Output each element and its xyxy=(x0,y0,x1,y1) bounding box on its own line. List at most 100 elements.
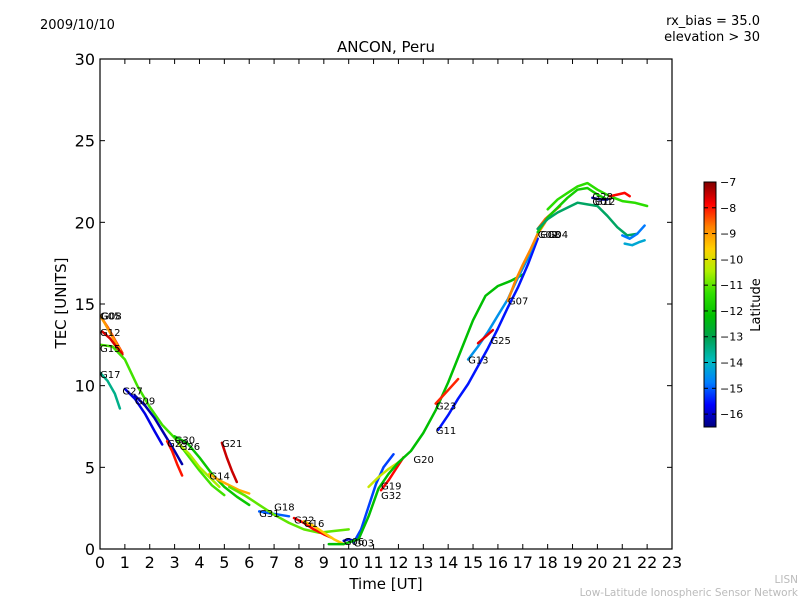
x-tick-label: 23 xyxy=(662,553,682,572)
prn-label: G15 xyxy=(100,344,120,355)
prn-label: G25 xyxy=(490,336,510,347)
y-tick-label: 15 xyxy=(75,295,95,314)
y-tick-label: 20 xyxy=(75,213,95,232)
prn-label: G05 xyxy=(100,311,120,322)
colorbar-tick-label: −12 xyxy=(720,305,743,318)
x-tick-label: 15 xyxy=(463,553,483,572)
y-tick-label: 5 xyxy=(85,458,95,477)
series-line-g16 xyxy=(302,519,345,546)
colorbar-tick-label: −14 xyxy=(720,357,743,370)
series-line-g21 xyxy=(220,441,239,484)
prn-label: G14 xyxy=(209,472,229,483)
series-line-g28 xyxy=(546,181,649,211)
series-line-g11 xyxy=(436,237,539,432)
prn-label: G03 xyxy=(354,538,374,549)
x-axis-label: Time [UT] xyxy=(349,575,423,593)
prn-label: G20 xyxy=(413,455,433,466)
y-tick-label: 30 xyxy=(75,50,95,69)
prn-label: G30 xyxy=(175,436,195,447)
series-line-g25 xyxy=(476,328,495,345)
series-line-g27 xyxy=(123,387,164,446)
prn-label: G22 xyxy=(294,516,314,527)
elevation-label: elevation > 30 xyxy=(664,30,760,45)
series-line-g33 xyxy=(623,239,646,247)
y-tick-label: 25 xyxy=(75,132,95,151)
prn-label: G02 xyxy=(538,230,558,241)
prn-label: G28 xyxy=(592,192,612,203)
x-tick-label: 14 xyxy=(438,553,458,572)
series-line-g19 xyxy=(367,461,400,489)
prn-label: G04 xyxy=(548,230,568,241)
x-tick-label: 10 xyxy=(339,553,359,572)
series-line-g04 xyxy=(536,201,639,237)
prn-label: G17 xyxy=(100,370,120,381)
x-tick-label: 19 xyxy=(562,553,582,572)
y-tick-label: 0 xyxy=(85,540,95,559)
prn-label: G11 xyxy=(436,426,456,437)
prn-label: G16 xyxy=(304,519,324,530)
x-tick-label: 21 xyxy=(612,553,632,572)
prn-label: G12 xyxy=(100,328,120,339)
prn-label: G23 xyxy=(436,401,456,412)
prn-label: G31 xyxy=(259,509,279,520)
x-tick-label: 7 xyxy=(269,553,279,572)
series-layer xyxy=(100,181,649,546)
x-tick-label: 8 xyxy=(294,553,304,572)
colorbar-label: Latitude xyxy=(749,278,764,332)
series-line-g03 xyxy=(352,453,395,544)
colorbar-tick-label: −10 xyxy=(720,253,743,266)
prn-label: G06 xyxy=(344,537,364,548)
colorbar-gradient xyxy=(703,181,717,428)
colorbar: Latitude −7 −8 −9 −10 −11 −12 −13 −14 −15 −16 xyxy=(703,176,764,428)
info-box: rx_bias = 35.0 elevation > 30 xyxy=(664,14,760,46)
colorbar-tick-label: −11 xyxy=(720,279,743,292)
series-line-g17 xyxy=(100,371,122,410)
x-tick-label: 22 xyxy=(637,553,657,572)
colorbar-tick-label: −15 xyxy=(720,382,743,395)
prn-label: G13 xyxy=(468,356,488,367)
y-axis-label: TEC [UNITS] xyxy=(52,257,70,349)
series-line-g08b xyxy=(536,186,609,234)
colorbar-tick-label: −9 xyxy=(720,228,736,241)
x-tick-label: 0 xyxy=(95,553,105,572)
prn-label: G19 xyxy=(381,481,401,492)
colorbar-tick-label: −8 xyxy=(720,202,736,215)
series-line-g14 xyxy=(208,472,251,495)
footer-brand: LISN xyxy=(774,574,798,586)
series-line-g13 xyxy=(466,232,539,361)
x-tick-label: 12 xyxy=(388,553,408,572)
rx-bias-label: rx_bias = 35.0 xyxy=(666,14,760,29)
x-tick-label: 18 xyxy=(537,553,557,572)
y-tick-label: 10 xyxy=(75,377,95,396)
prn-label: G27 xyxy=(122,387,142,398)
date-label: 2009/10/10 xyxy=(40,18,115,33)
series-line-g24 xyxy=(621,224,646,240)
colorbar-tick-label: −13 xyxy=(720,331,743,344)
colorbar-tick-label: −7 xyxy=(720,176,736,189)
prn-label: G26 xyxy=(180,442,200,453)
series-line-g20 xyxy=(327,273,525,546)
series-line-g32 xyxy=(379,456,405,492)
series-line-g18 xyxy=(228,485,350,534)
x-tick-label: 5 xyxy=(219,553,229,572)
prn-label: G08 xyxy=(101,311,121,322)
prn-label: G08 xyxy=(540,230,560,241)
series-line-g10 xyxy=(608,191,631,198)
x-tick-label: 17 xyxy=(513,553,533,572)
x-tick-label: 1 xyxy=(120,553,130,572)
series-line-g09 xyxy=(133,394,184,466)
footer-network: Low-Latitude Ionospheric Sensor Network xyxy=(579,587,798,599)
prn-label: G12 xyxy=(595,197,615,208)
chart-title: ANCON, Peru xyxy=(337,38,435,56)
x-tick-label: 3 xyxy=(170,553,180,572)
axes-layer: 0 1 2 3 4 5 6 7 8 9 10 11 12 13 14 15 16 17 18 19 20 21 22 2305… xyxy=(75,50,683,572)
x-tick-label: 6 xyxy=(244,553,254,572)
prn-label: G29 xyxy=(167,439,187,450)
series-line-g08 xyxy=(100,314,122,351)
x-tick-label: 11 xyxy=(363,553,383,572)
prn-label: G07 xyxy=(508,297,528,308)
series-line-g12 xyxy=(101,330,124,356)
series-line-g01 xyxy=(591,196,609,201)
prn-label: G32 xyxy=(381,491,401,502)
